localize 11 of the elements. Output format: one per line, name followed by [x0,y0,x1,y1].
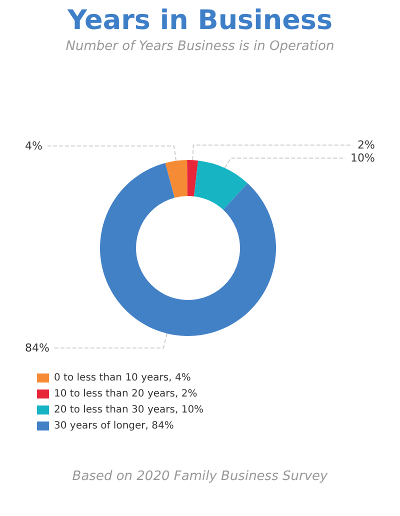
legend-label: 0 to less than 10 years, 4% [54,372,191,384]
data-label: 2% [358,138,375,152]
legend-label: 30 years of longer, 84% [54,420,174,432]
data-label: 4% [25,139,42,152]
chart-title: Years in Business [66,5,333,36]
data-label: 10% [350,152,375,165]
chart-subtitle: Number of Years Business is in Operation [66,39,334,54]
legend-label: 20 to less than 30 years, 10% [54,404,204,416]
data-label: 84% [25,342,50,355]
legend-label: 10 to less than 20 years, 2% [54,388,198,400]
text: Based on 2020 Family Business Survey [72,469,328,484]
